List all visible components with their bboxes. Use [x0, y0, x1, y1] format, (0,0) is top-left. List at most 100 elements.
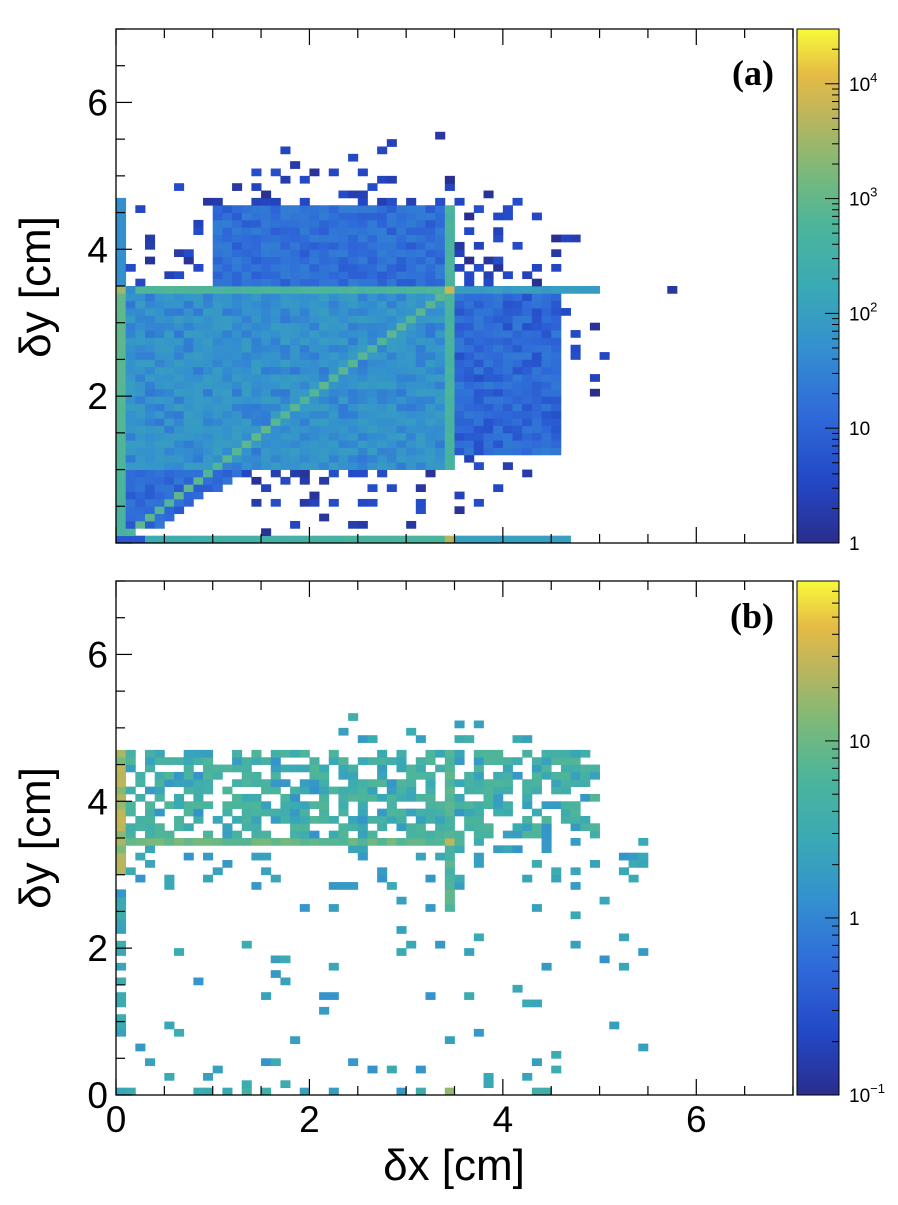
heatmap-cell	[483, 830, 494, 839]
heatmap-cell	[551, 249, 562, 258]
heatmap-cell	[280, 977, 291, 986]
heatmap-cell	[116, 205, 127, 213]
heatmap-cell	[415, 219, 426, 228]
heatmap-cell	[541, 535, 552, 544]
heatmap-cell	[415, 447, 426, 456]
heatmap-cell	[232, 381, 243, 390]
heatmap-cell	[164, 381, 175, 390]
heatmap-cell	[377, 219, 388, 228]
heatmap-cell	[454, 793, 465, 802]
heatmap-cell	[415, 249, 426, 258]
heatmap-cell	[348, 410, 359, 419]
heatmap-cell	[580, 764, 591, 773]
heatmap-cell	[280, 212, 291, 221]
heatmap-cell	[406, 440, 417, 448]
heatmap-cell	[444, 366, 455, 375]
heatmap-cell	[386, 234, 397, 243]
heatmap-cell	[125, 528, 136, 537]
heatmap-cell	[193, 815, 204, 824]
heatmap-cell	[116, 823, 127, 832]
heatmap-cell	[493, 227, 504, 235]
heatmap-cell	[125, 344, 136, 353]
heatmap-cell	[396, 300, 407, 309]
heatmap-cell	[512, 388, 523, 397]
heatmap-cell	[232, 469, 243, 478]
heatmap-cell	[396, 234, 407, 243]
heatmap-cell	[367, 381, 378, 390]
heatmap-cell	[406, 410, 417, 419]
colorbar-tick-label: 10	[849, 732, 870, 753]
heatmap-cell	[493, 845, 504, 854]
heatmap-cell	[396, 337, 407, 346]
heatmap-cell	[502, 381, 513, 390]
heatmap-cell	[473, 352, 484, 360]
heatmap-cell	[270, 205, 281, 213]
heatmap-cell	[493, 793, 504, 802]
heatmap-cell	[473, 308, 484, 316]
heatmap-cell	[396, 462, 407, 470]
heatmap-cell	[145, 322, 156, 331]
heatmap-cell	[280, 388, 291, 397]
heatmap-cell	[261, 190, 272, 199]
heatmap-cell	[348, 882, 359, 890]
heatmap-cell	[183, 249, 194, 258]
heatmap-cell	[309, 205, 320, 213]
heatmap-cell	[135, 454, 146, 463]
heatmap-cell	[212, 256, 223, 265]
heatmap-cell	[328, 425, 339, 434]
heatmap-cell	[164, 757, 175, 765]
heatmap-cell	[377, 793, 388, 802]
heatmap-cell	[222, 396, 233, 404]
heatmap-cell	[174, 815, 185, 824]
heatmap-cell	[338, 425, 349, 434]
heatmap-cell	[116, 498, 127, 507]
heatmap-cell	[154, 462, 165, 470]
heatmap-cell	[464, 315, 475, 324]
heatmap-cell	[319, 1006, 330, 1015]
heatmap-cell	[125, 520, 136, 529]
heatmap-cell	[570, 867, 581, 876]
heatmap-cell	[396, 286, 407, 294]
heatmap-cell	[261, 249, 272, 258]
heatmap-cell	[241, 330, 252, 338]
heatmap-cell	[406, 322, 417, 331]
heatmap-cell	[183, 300, 194, 309]
heatmap-cell	[415, 293, 426, 302]
heatmap-cell	[435, 330, 446, 338]
heatmap-cell	[309, 344, 320, 353]
heatmap-cell	[512, 293, 523, 302]
heatmap-cell	[473, 801, 484, 810]
heatmap-cell	[560, 779, 571, 787]
heatmap-cell	[116, 528, 127, 537]
heatmap-cell	[425, 241, 436, 250]
heatmap-cell	[135, 815, 146, 824]
heatmap-cell	[396, 823, 407, 832]
heatmap-cell	[377, 410, 388, 419]
heatmap-cell	[145, 757, 156, 765]
heatmap-cell	[270, 432, 281, 441]
heatmap-cell	[483, 432, 494, 441]
heatmap-cell	[193, 469, 204, 478]
heatmap-cell	[551, 425, 562, 434]
heatmap-cell	[125, 867, 136, 876]
heatmap-cell	[386, 175, 397, 184]
heatmap-cell	[425, 447, 436, 456]
heatmap-cell	[493, 779, 504, 787]
heatmap-cell	[290, 374, 301, 382]
heatmap-cell	[193, 484, 204, 492]
heatmap-cell	[415, 454, 426, 463]
heatmap-cell	[357, 256, 368, 265]
heatmap-cell	[280, 764, 291, 773]
heatmap-cell	[193, 749, 204, 758]
heatmap-cell	[357, 838, 368, 846]
heatmap-cell	[241, 440, 252, 448]
heatmap-cell	[522, 344, 533, 353]
heatmap-cell	[183, 764, 194, 773]
heatmap-cell	[377, 271, 388, 280]
heatmap-cell	[270, 396, 281, 404]
heatmap-cell	[386, 219, 397, 228]
heatmap-cell	[261, 852, 272, 861]
heatmap-cell	[444, 749, 455, 758]
heatmap-cell	[154, 786, 165, 795]
